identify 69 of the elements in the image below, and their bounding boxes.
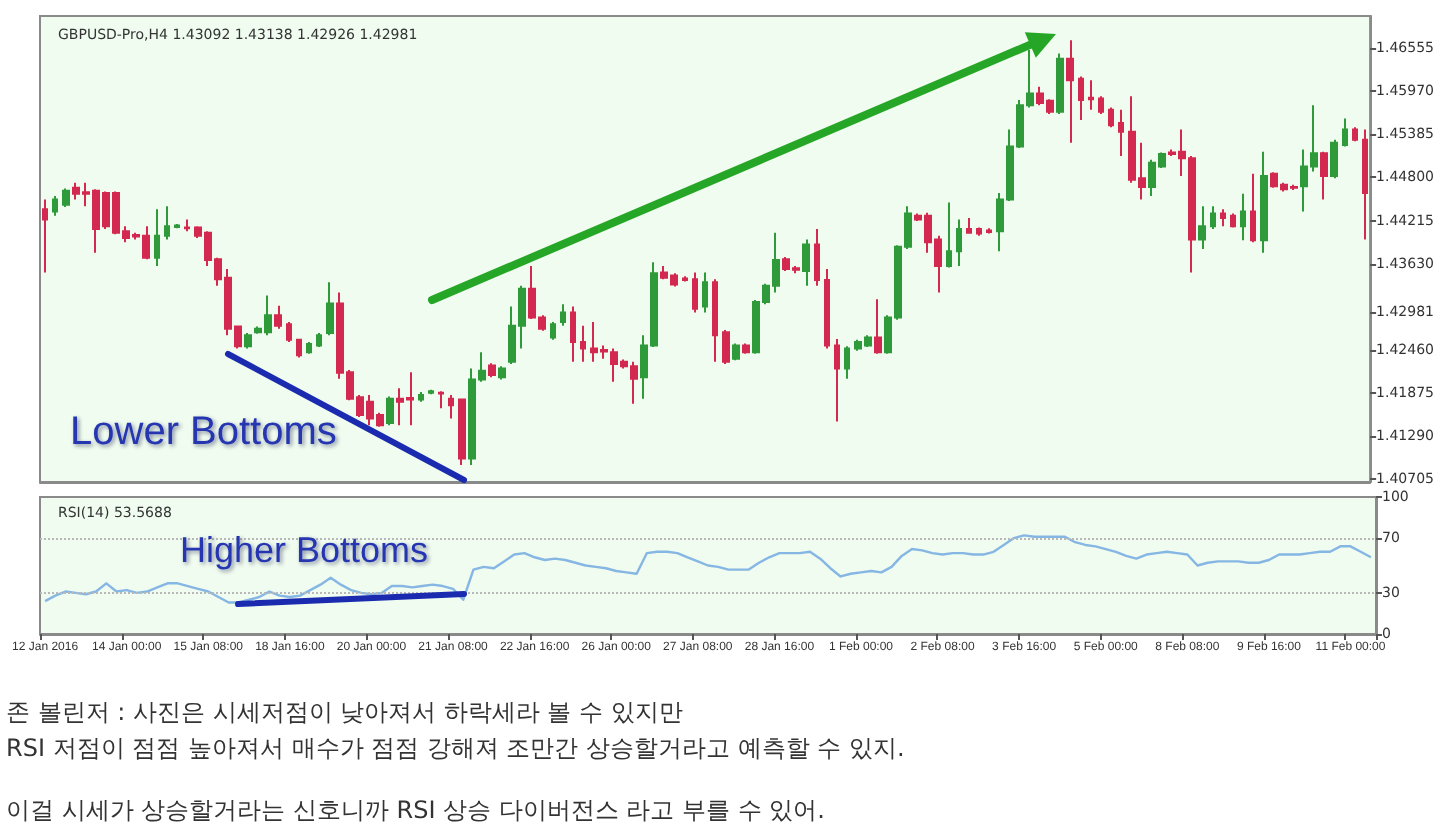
text: RSI 저점이 점점 높아져서 매수가 점점 강해져 조만간 상승할거라고 예측할 수 있지. <box>6 732 905 766</box>
candlestick <box>1198 205 1206 250</box>
candlestick <box>550 321 556 341</box>
candlestick <box>428 388 434 396</box>
candlestick <box>834 337 840 423</box>
candlestick <box>1118 108 1124 158</box>
candlestick <box>52 194 58 217</box>
candlestick <box>1056 52 1064 116</box>
text: 이걸 시세가 상승할거라는 신호니까 RSI 상승 다이버전스 라고 부를 수 있어. <box>6 794 825 828</box>
candlestick <box>1320 150 1328 201</box>
candlestick <box>448 393 454 420</box>
annotation: Lower Bottoms <box>70 410 337 454</box>
candlestick <box>1210 205 1216 231</box>
candlestick <box>1220 208 1226 228</box>
candlestick <box>570 305 576 363</box>
line-series <box>43 534 1373 604</box>
candlestick <box>1260 150 1268 254</box>
text: 존 볼린저 : 사진은 시세저점이 낮아져서 하락세라 볼 수 있지만 <box>6 696 683 730</box>
candlestick <box>692 271 698 314</box>
candlestick <box>1088 79 1094 111</box>
candlestick <box>1352 126 1358 143</box>
candlestick <box>438 390 444 410</box>
candlestick <box>844 345 850 380</box>
candlestick <box>164 205 170 241</box>
candlestick <box>458 397 466 467</box>
candlestick <box>488 362 496 379</box>
candlestick <box>1066 39 1074 144</box>
candlestick <box>956 218 962 267</box>
candlestick <box>722 329 730 366</box>
candlestick <box>296 337 302 359</box>
candlestick <box>184 218 190 233</box>
candlestick <box>306 340 312 355</box>
candlestick <box>702 271 708 314</box>
candlestick <box>244 332 252 350</box>
candlestick <box>418 391 424 403</box>
candlestick <box>326 281 334 337</box>
candlestick <box>386 395 394 427</box>
candlestick <box>682 275 688 283</box>
candlestick <box>824 267 830 350</box>
candlestick <box>986 227 992 235</box>
candlestick <box>966 217 972 235</box>
candlestick <box>174 222 180 230</box>
candlestick <box>560 303 566 327</box>
candlestick <box>874 298 882 355</box>
candlestick <box>62 187 70 208</box>
candlestick <box>1108 106 1114 129</box>
candlestick <box>1250 172 1256 244</box>
candlestick <box>814 228 820 287</box>
candlestick <box>1240 192 1246 242</box>
candlestick <box>274 304 282 330</box>
candlestick <box>154 208 160 267</box>
candlestick <box>946 201 952 269</box>
candlestick <box>1078 75 1084 121</box>
candlestick <box>498 365 506 381</box>
candlestick <box>286 321 292 343</box>
candlestick <box>742 342 750 355</box>
candlestick <box>976 226 982 237</box>
candlestick <box>732 342 740 362</box>
candlestick <box>316 332 322 349</box>
candlestick <box>1330 138 1338 180</box>
candlestick <box>580 324 586 363</box>
candlestick <box>1342 117 1348 148</box>
candlestick <box>802 238 810 287</box>
candlestick <box>1230 212 1236 229</box>
candlestick <box>42 198 48 274</box>
candlestick <box>1098 95 1104 116</box>
candlestick <box>1362 128 1368 241</box>
annotation: Higher Bottoms <box>180 530 429 570</box>
candlestick <box>712 278 718 363</box>
